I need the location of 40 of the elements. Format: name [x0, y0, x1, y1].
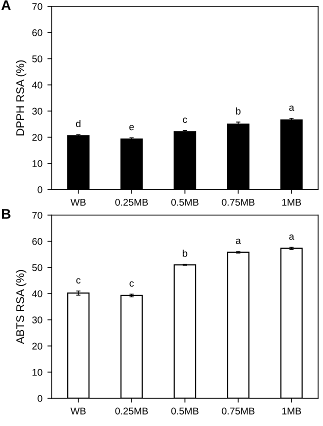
x-tick-label: 0.5MB	[171, 408, 198, 414]
y-tick-label: 60	[32, 29, 42, 36]
text: B	[2, 209, 10, 219]
annotation: e	[129, 124, 134, 130]
x-tick-label: WB	[70, 198, 86, 206]
annotation: a	[289, 106, 294, 111]
y-tick-label: 60	[32, 238, 42, 245]
annotation: d	[76, 120, 80, 128]
y-axis-title: ABTS RSA (%)	[16, 270, 26, 344]
y-tick-label: 20	[32, 342, 42, 350]
annotation: a	[289, 234, 294, 240]
y-tick-label: 10	[32, 160, 42, 168]
y-tick-label: 10	[32, 368, 42, 376]
x-tick-label: 0.75MB	[222, 408, 254, 414]
y-tick-label: 0	[38, 186, 42, 194]
x-tick-label: 1MB	[282, 408, 301, 414]
x-tick-label: WB	[70, 408, 86, 414]
text: A	[1, 0, 11, 10]
y-tick-label: 0	[38, 395, 42, 402]
annotation: b	[236, 107, 241, 115]
x-tick-label: 1MB	[282, 198, 301, 206]
x-tick-label: 0.75MB	[222, 198, 254, 206]
y-tick-label: 40	[32, 290, 42, 298]
x-tick-label: 0.25MB	[115, 408, 148, 414]
y-tick-label: 70	[32, 3, 42, 10]
annotation: c	[76, 278, 80, 284]
y-tick-label: 30	[32, 108, 42, 115]
x-tick-label: 0.25MB	[115, 198, 148, 206]
annotation: a	[236, 238, 241, 244]
y-tick-label: 50	[32, 55, 42, 62]
y-axis-title: DPPH RSA (%)	[16, 60, 26, 136]
y-tick-label: 30	[32, 316, 42, 324]
y-tick-label: 70	[32, 212, 42, 219]
annotation: c	[182, 118, 188, 123]
y-tick-label: 20	[32, 134, 42, 141]
annotation: b	[182, 250, 188, 257]
y-tick-label: 40	[32, 82, 42, 89]
annotation: c	[130, 281, 134, 287]
x-tick-label: 0.5MB	[171, 198, 198, 206]
y-tick-label: 50	[32, 264, 42, 272]
